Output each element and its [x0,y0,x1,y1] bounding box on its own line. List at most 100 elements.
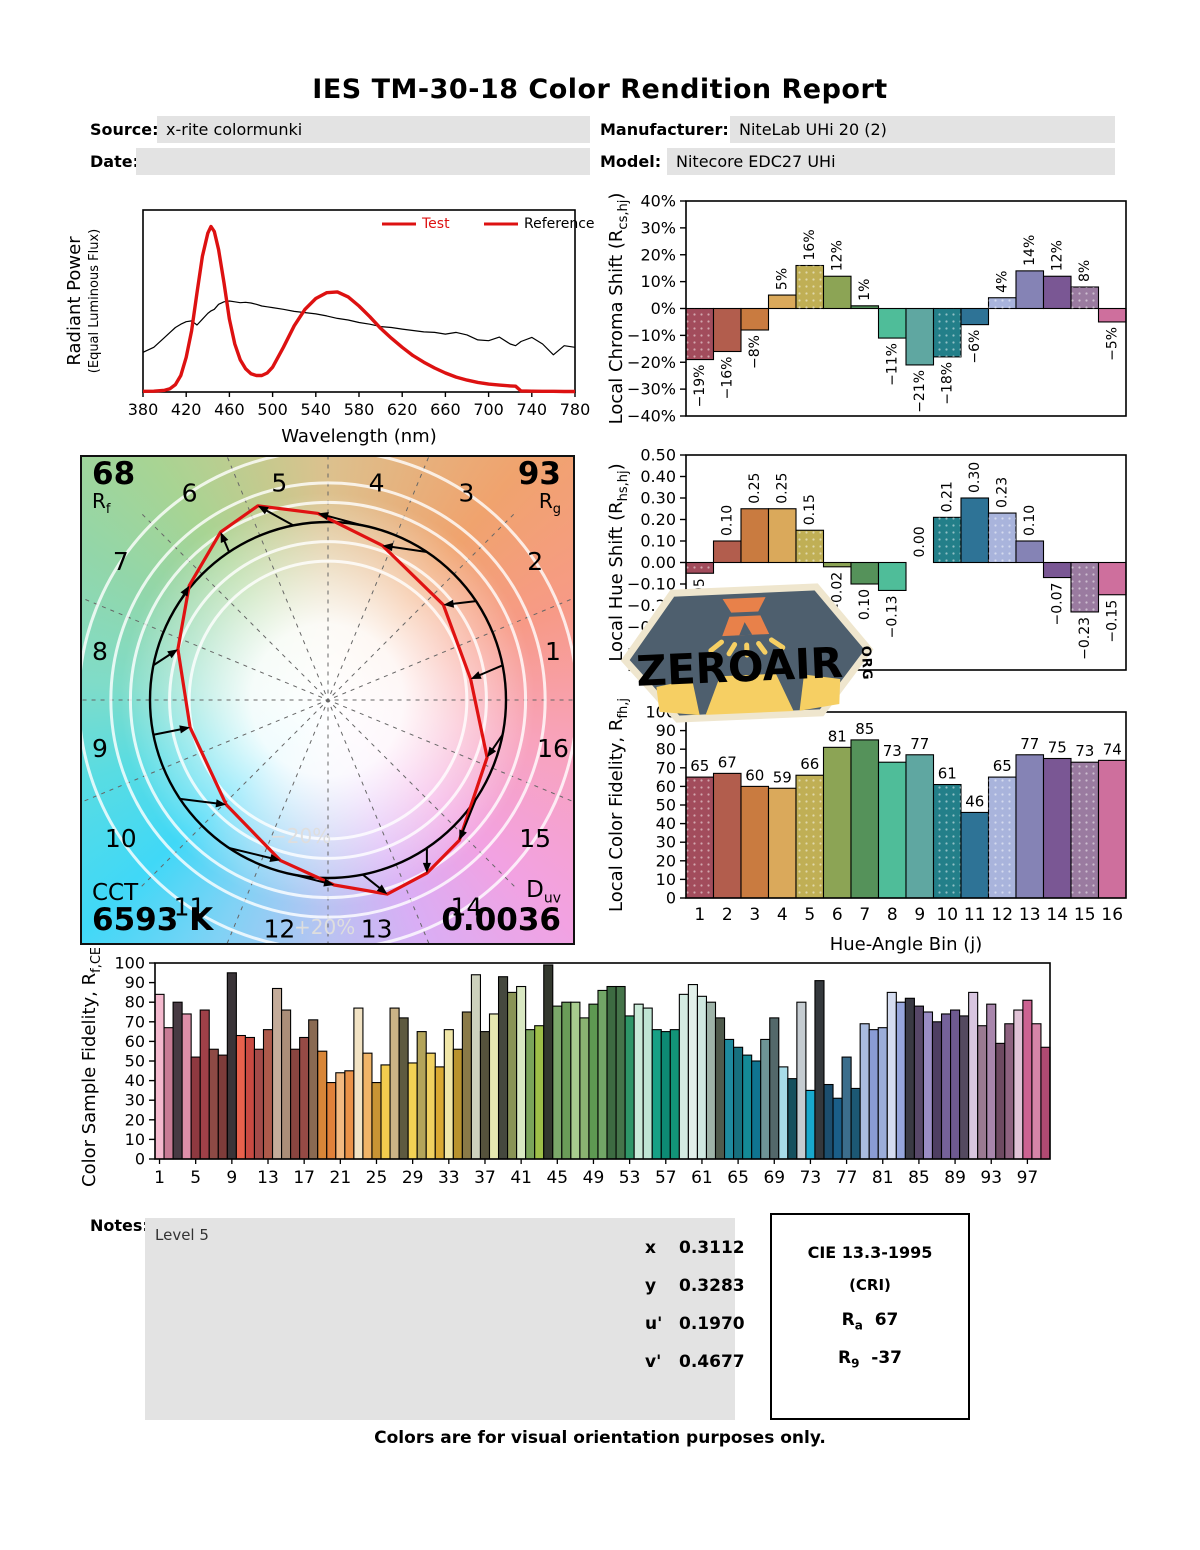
notes-label: Notes: [90,1216,149,1235]
bar [588,1003,599,1160]
bar [669,1029,680,1160]
bar [624,1015,635,1160]
bar-value-label: 0.23 [994,477,1010,508]
bar-value-label: 59 [773,768,792,786]
cct-value: 6593 K [92,902,214,939]
bar-value-label: −21% [912,370,928,413]
shift-arrowhead [220,532,229,544]
shift-arrowhead [269,854,281,862]
bar-value-label: 14% [1022,235,1038,266]
bar [190,1056,201,1160]
bar [760,1038,771,1160]
x-tick-label: 61 [691,1168,713,1188]
percent-ring [187,559,469,841]
hue-bin-number: 11 [174,893,206,922]
rg-value: 93 [517,456,561,492]
x-tick-label: 65 [727,1168,749,1188]
notes-box: Level 5 [145,1218,735,1420]
x-tick-label: 740 [517,400,548,419]
bar [712,772,742,899]
cri-title: CIE 13.3-1995 [807,1243,933,1262]
x-tick-label: 16 [1101,905,1123,925]
bar-value-label: 0.30 [967,462,983,493]
shift-arrow [228,847,275,860]
manufacturer-value: NiteLab UHi 20 (2) [730,116,1115,143]
chromaticity-row-y: y 0.3283 [645,1276,745,1296]
x-tick-label: 700 [473,400,504,419]
bar-value-label: 12% [829,240,845,271]
bar [488,1013,500,1160]
x-tick-label: 49 [583,1168,605,1188]
bar [823,1083,834,1160]
x-axis-title: Wavelength (nm) [281,426,437,447]
bar [507,991,518,1160]
shift-arrowhead [470,671,482,679]
y-axis-subtitle: (Equal Luminous Flux) [87,229,102,373]
logo-org-suffix: ORG [858,646,875,681]
percent-ring [128,500,528,900]
bar-value-label: 73 [1075,742,1094,760]
bar-value-label: 46 [965,792,984,810]
hue-bin-number: 16 [537,734,569,763]
x-tick-label: 81 [872,1168,894,1188]
shift-arrow [262,507,294,527]
bar [767,294,797,310]
bar [642,1007,653,1160]
y-axis-title: Radiant Power [64,236,85,366]
y-tick-label: −0.10 [627,575,676,594]
bar [687,984,698,1160]
y-axis-title: Local Color Fidelity, Rfh,j [606,698,631,912]
bar [244,1036,255,1160]
y-tick-label: 50 [125,1052,145,1071]
bar [226,972,237,1160]
bar [822,275,852,310]
bar [841,1056,852,1160]
x-tick-label: 12 [991,905,1013,925]
bar [181,1013,192,1160]
bar [425,1052,436,1160]
bar [217,1054,228,1160]
y-tick-label: 30 [656,833,676,852]
bar [579,1017,590,1160]
chromaticity-row-x: x 0.3112 [645,1238,745,1258]
bar-value-label: 65 [690,757,709,775]
y-tick-label: −10% [627,326,676,345]
y-tick-label: 0 [666,889,676,908]
bar-value-label: −0.23 [1077,617,1093,660]
bar [832,1097,843,1160]
bar-value-label: 77 [1020,735,1039,753]
cri-box: CIE 13.3-1995 (CRI) Ra 67 R9 -37 [770,1213,970,1420]
shift-arrow [460,798,477,836]
bar [960,497,990,564]
bar [712,540,742,564]
bar [470,974,482,1160]
zeroair-watermark: ZEROAIR ORG [616,571,878,734]
x-tick-label: 13 [257,1168,279,1188]
y-tick-label: 30% [640,218,676,237]
percent-ring [168,540,488,860]
bar-value-label: 0.10 [857,589,873,620]
source-label: Source: [90,120,159,139]
bar [850,305,880,310]
hue-bin-number: 3 [458,478,474,507]
bar [452,1048,463,1160]
bar-value-label: −0.13 [884,595,900,638]
bar [877,1027,888,1160]
bar-value-label: −19% [692,365,708,408]
bar [389,1007,400,1160]
shift-arrow [323,513,363,527]
bar-value-label: −8% [747,335,763,369]
page-title: IES TM-30-18 Color Rendition Report [312,74,888,105]
bar [940,1013,952,1160]
bar [767,787,797,899]
bar [877,761,907,899]
bar [290,1048,301,1160]
bar-value-label: 0.00 [912,526,928,557]
bar [787,1078,798,1160]
hue-bin-number: 13 [361,915,393,944]
x-tick-label: 620 [387,400,418,419]
y-tick-label: 40 [656,814,676,833]
x-tick-label: 420 [171,400,202,419]
cct-block: CCT 6593 K [92,881,214,939]
